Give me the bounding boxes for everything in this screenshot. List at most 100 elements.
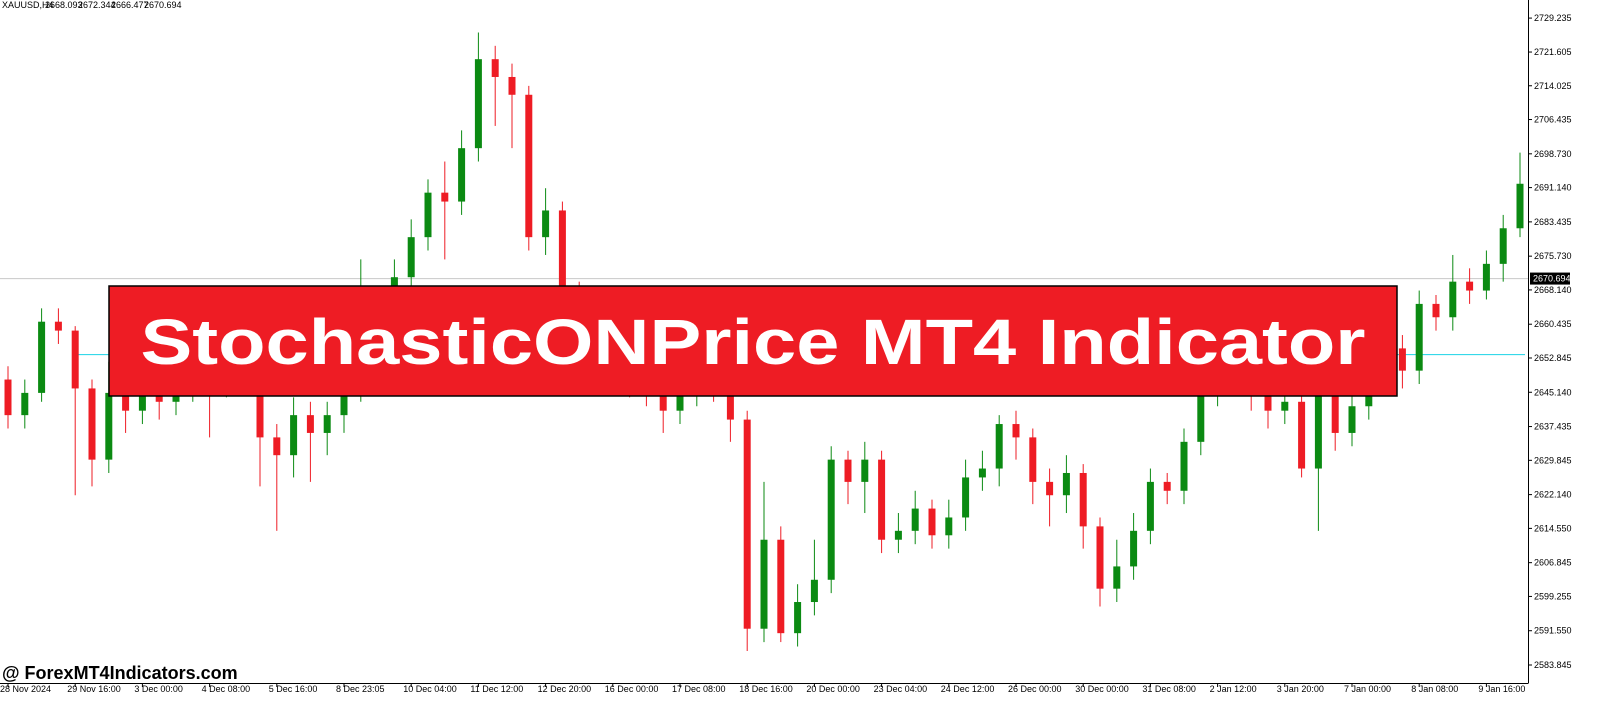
candle-body — [38, 321, 46, 393]
candle-body — [122, 392, 130, 411]
candle-body — [794, 602, 802, 634]
x-tick-label: 26 Dec 00:00 — [1008, 684, 1062, 694]
candle-body — [1029, 437, 1037, 482]
y-tick-label: 2583.845 — [1534, 660, 1572, 670]
candle-body — [945, 517, 953, 536]
x-tick-label: 30 Dec 00:00 — [1075, 684, 1129, 694]
candle-body — [1348, 406, 1356, 433]
candle-body — [525, 94, 533, 238]
x-tick-label: 8 Dec 23:05 — [336, 684, 385, 694]
candle-body — [138, 383, 146, 411]
candle-body — [995, 424, 1003, 469]
candle-body — [726, 388, 734, 420]
y-tick-label: 2591.550 — [1534, 626, 1572, 636]
candle-body — [1499, 228, 1507, 264]
x-tick-label: 16 Dec 00:00 — [605, 684, 659, 694]
y-tick-label: 2637.435 — [1534, 422, 1572, 432]
x-tick-label: 24 Dec 12:00 — [941, 684, 995, 694]
candle-body — [894, 530, 902, 540]
candle-body — [1163, 481, 1171, 491]
candle-body — [508, 76, 516, 95]
candle-body — [71, 330, 79, 389]
y-tick-label: 2599.255 — [1534, 591, 1572, 601]
x-tick-label: 9 Jan 16:00 — [1478, 684, 1525, 694]
x-tick-label: 12 Dec 20:00 — [538, 684, 592, 694]
candle-body — [290, 415, 298, 456]
y-tick-label: 2675.730 — [1534, 251, 1572, 261]
x-tick-label: 3 Dec 00:00 — [134, 684, 183, 694]
x-tick-label: 20 Dec 00:00 — [806, 684, 860, 694]
header-value: 2666.477 — [111, 0, 149, 10]
candle-body — [558, 210, 566, 291]
candle-body — [4, 379, 12, 416]
banner-title: StochasticONPrice MT4 Indicator — [141, 306, 1366, 378]
banner-box — [108, 285, 1398, 397]
x-tick-label: 23 Dec 04:00 — [874, 684, 928, 694]
x-tick-label: 8 Jan 08:00 — [1411, 684, 1458, 694]
y-tick-label: 2706.435 — [1534, 115, 1572, 125]
candle-body — [1197, 392, 1205, 442]
current-price-label: 2670.694 — [1533, 274, 1571, 284]
x-tick-label: 11 Dec 12:00 — [470, 684, 523, 694]
y-tick-label: 2729.235 — [1534, 13, 1572, 23]
y-tick-label: 2721.605 — [1534, 47, 1572, 57]
y-tick-label: 2645.140 — [1534, 387, 1572, 397]
candle-body — [491, 59, 499, 77]
y-tick-label: 2606.845 — [1534, 558, 1572, 568]
y-tick-label: 2614.550 — [1534, 523, 1572, 533]
y-tick-label: 2691.140 — [1534, 183, 1572, 193]
symbol: XAUUSD,H4 — [2, 0, 54, 10]
y-tick-label: 2698.730 — [1534, 149, 1572, 159]
candle-body — [743, 419, 751, 629]
candle-body — [542, 210, 550, 238]
candle-body — [760, 539, 768, 629]
candle-body — [323, 415, 331, 433]
candle-body — [1432, 303, 1440, 318]
candle-body — [340, 388, 348, 416]
x-tick-label: 31 Dec 08:00 — [1142, 684, 1196, 694]
candle-body — [1331, 392, 1339, 433]
candle-body — [1466, 281, 1474, 291]
candle-body — [1516, 183, 1524, 229]
candle-body — [21, 392, 29, 416]
x-tick-label: 2 Jan 12:00 — [1210, 684, 1257, 694]
candle-body — [911, 508, 919, 531]
candle-body — [861, 459, 869, 482]
x-tick-label: 4 Dec 08:00 — [202, 684, 251, 694]
candle-body — [88, 388, 96, 460]
x-tick-label: 10 Dec 04:00 — [403, 684, 457, 694]
x-tick-label: 7 Jan 00:00 — [1344, 684, 1391, 694]
candle-body — [928, 508, 936, 536]
candle-body — [1096, 526, 1104, 589]
y-tick-label: 2668.140 — [1534, 285, 1572, 295]
candle-body — [1281, 401, 1289, 411]
candle-body — [1146, 481, 1154, 531]
candle-body — [273, 437, 281, 456]
candle-body — [1449, 281, 1457, 318]
y-tick-label: 2714.025 — [1534, 81, 1572, 91]
banner: StochasticONPrice MT4 Indicator — [108, 285, 1398, 397]
x-tick-label: 5 Dec 16:00 — [269, 684, 318, 694]
candle-body — [54, 321, 62, 331]
candle-body — [424, 192, 432, 238]
candle-body — [1113, 566, 1121, 589]
candle-body — [810, 579, 818, 603]
candle-body — [1046, 481, 1054, 496]
candle-body — [1062, 472, 1070, 496]
candle-body — [878, 459, 886, 540]
x-tick-label: 29 Nov 16:00 — [67, 684, 121, 694]
candle-body — [844, 459, 852, 482]
y-tick-label: 2629.845 — [1534, 455, 1572, 465]
candle-body — [827, 459, 835, 580]
header-value: 2672.344 — [78, 0, 116, 10]
candle-body — [1130, 530, 1138, 567]
y-tick-label: 2652.845 — [1534, 353, 1572, 363]
candle-body — [777, 539, 785, 634]
x-tick-label: 18 Dec 16:00 — [739, 684, 793, 694]
candle-body — [676, 392, 684, 411]
candle-body — [474, 59, 482, 149]
candle-body — [1298, 401, 1306, 469]
candle-body — [978, 468, 986, 478]
